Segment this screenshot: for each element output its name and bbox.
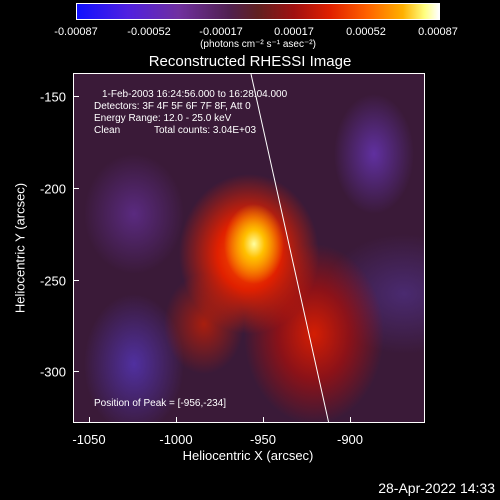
colorbar-tick: -0.00052 xyxy=(127,26,171,38)
x-tick-label: -900 xyxy=(336,432,364,447)
image-title: Reconstructed RHESSI Image xyxy=(148,53,352,70)
y-tick-label: -250 xyxy=(39,273,66,289)
y-tick-label: -150 xyxy=(39,89,66,105)
colorbar-tick: -0.00087 xyxy=(54,26,98,38)
clean-label: Clean xyxy=(94,125,121,136)
total-counts-label: Total counts: 3.04E+03 xyxy=(154,125,257,136)
y-tick-label: -200 xyxy=(39,181,66,197)
rhessi-image: 1-Feb-2003 16:24:56.000 to 16:28:04.000 … xyxy=(73,73,425,423)
time-range-label: 1-Feb-2003 16:24:56.000 to 16:28:04.000 xyxy=(102,89,288,100)
peak-position-label: Position of Peak = [-956,-234] xyxy=(94,398,227,409)
detectors-label: Detectors: 3F 4F 5F 6F 7F 8F, Att 0 xyxy=(94,101,251,112)
timestamp: 28-Apr-2022 14:33 xyxy=(378,480,495,496)
colorbar xyxy=(76,3,440,20)
colorbar-tick: -0.00017 xyxy=(199,26,243,38)
colorbar-units: (photons cm⁻² s⁻¹ asec⁻²) xyxy=(200,39,316,50)
x-axis-label: Heliocentric X (arcsec) xyxy=(182,448,314,463)
colorbar-tick: 0.00017 xyxy=(274,26,314,38)
x-tick-label: -1050 xyxy=(72,432,106,447)
solar-limb-line xyxy=(250,74,330,422)
x-tick-label: -950 xyxy=(249,432,277,447)
x-tick-label: -1000 xyxy=(159,432,193,447)
colorbar-tick: 0.00052 xyxy=(346,26,386,38)
y-axis-label: Heliocentric Y (arcsec) xyxy=(12,182,28,314)
colorbar-tick: 0.00087 xyxy=(418,26,458,38)
y-tick-label: -300 xyxy=(39,364,66,380)
energy-range-label: Energy Range: 12.0 - 25.0 keV xyxy=(94,113,232,124)
